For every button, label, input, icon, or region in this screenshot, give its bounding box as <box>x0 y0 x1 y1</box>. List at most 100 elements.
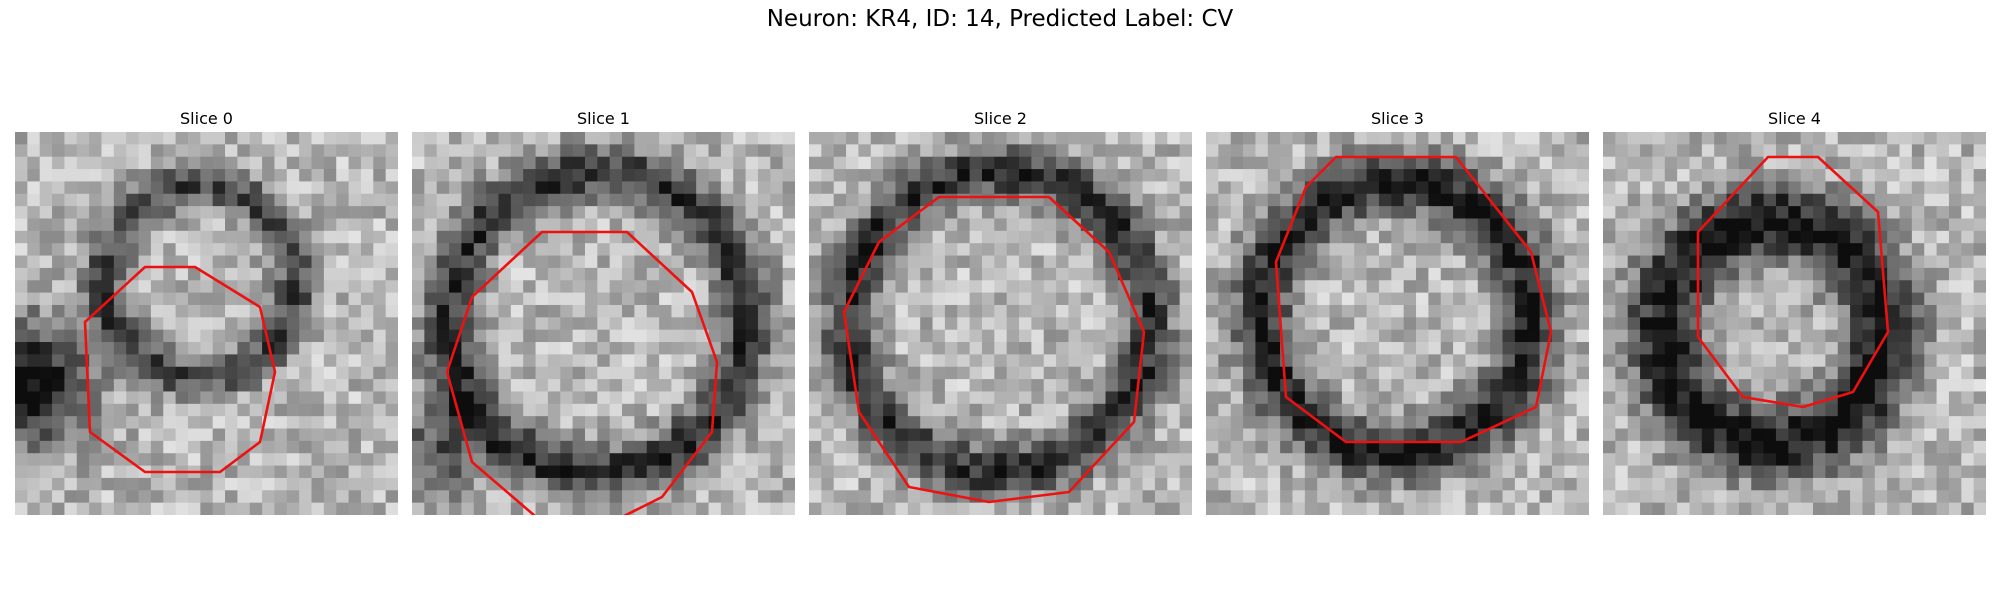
pixel <box>933 293 946 306</box>
pixel <box>821 218 834 231</box>
pixel <box>560 490 573 503</box>
pixel <box>1167 243 1180 256</box>
pixel <box>809 391 822 404</box>
pixel <box>486 317 499 330</box>
pixel <box>1167 453 1180 466</box>
pixel <box>1677 305 1690 318</box>
pixel <box>523 429 536 442</box>
pixel <box>585 441 598 454</box>
pixel <box>474 144 487 157</box>
pixel <box>920 379 933 392</box>
pixel <box>1478 256 1491 269</box>
pixel <box>1801 243 1814 256</box>
pixel <box>373 503 386 515</box>
pixel <box>895 243 908 256</box>
pixel <box>746 169 759 182</box>
pixel <box>237 280 250 293</box>
pixel <box>1143 490 1156 503</box>
pixel <box>1912 391 1925 404</box>
pixel <box>1404 280 1417 293</box>
pixel <box>176 317 189 330</box>
pixel <box>1031 478 1044 491</box>
pixel <box>1776 194 1789 207</box>
pixel <box>1825 293 1838 306</box>
pixel <box>1677 206 1690 219</box>
pixel <box>188 367 201 380</box>
pixel <box>1155 453 1168 466</box>
pixel <box>1900 342 1913 355</box>
pixel <box>139 231 152 244</box>
pixel <box>1540 404 1553 417</box>
pixel <box>1478 231 1491 244</box>
pixel <box>373 354 386 367</box>
pixel <box>1280 256 1293 269</box>
pixel <box>1342 206 1355 219</box>
pixel <box>908 490 921 503</box>
pixel <box>1515 194 1528 207</box>
pixel <box>920 317 933 330</box>
pixel <box>1813 342 1826 355</box>
pixel <box>1044 132 1057 145</box>
pixel <box>1391 144 1404 157</box>
pixel <box>1453 317 1466 330</box>
pixel <box>336 453 349 466</box>
pixel <box>1937 305 1950 318</box>
pixel <box>213 453 226 466</box>
pixel <box>225 354 238 367</box>
pixel <box>548 391 561 404</box>
pixel <box>1503 256 1516 269</box>
pixel <box>126 231 139 244</box>
pixel <box>176 367 189 380</box>
pixel <box>622 256 635 269</box>
pixel <box>821 416 834 429</box>
pixel <box>474 305 487 318</box>
pixel <box>1243 453 1256 466</box>
pixel <box>647 218 660 231</box>
pixel <box>908 429 921 442</box>
pixel <box>486 231 499 244</box>
pixel <box>1503 181 1516 194</box>
pixel <box>89 206 102 219</box>
pixel <box>324 231 337 244</box>
pixel <box>1167 181 1180 194</box>
pixel <box>1788 490 1801 503</box>
pixel <box>1268 206 1281 219</box>
pixel <box>1628 391 1641 404</box>
pixel <box>299 144 312 157</box>
pixel <box>474 132 487 145</box>
pixel <box>287 194 300 207</box>
pixel <box>1268 181 1281 194</box>
pixel <box>449 218 462 231</box>
pixel <box>437 416 450 429</box>
pixel <box>994 280 1007 293</box>
pixel <box>1527 181 1540 194</box>
pixel <box>1056 416 1069 429</box>
pixel <box>424 243 437 256</box>
pixel <box>933 243 946 256</box>
pixel <box>1887 305 1900 318</box>
pixel <box>163 416 176 429</box>
pixel <box>585 132 598 145</box>
pixel <box>647 293 660 306</box>
pixel <box>1961 206 1974 219</box>
pixel <box>1031 330 1044 343</box>
pixel <box>437 317 450 330</box>
pixel <box>437 256 450 269</box>
pixel <box>970 330 983 343</box>
pixel <box>1243 181 1256 194</box>
pixel <box>1206 354 1219 367</box>
pixel <box>733 218 746 231</box>
pixel <box>1912 441 1925 454</box>
pixel <box>1577 231 1589 244</box>
pixel <box>1292 231 1305 244</box>
pixel <box>834 256 847 269</box>
pixel <box>634 391 647 404</box>
pixel <box>1702 404 1715 417</box>
pixel <box>1689 243 1702 256</box>
pixel <box>1118 391 1131 404</box>
pixel <box>188 441 201 454</box>
pixel <box>634 453 647 466</box>
pixel <box>1019 317 1032 330</box>
pixel <box>1280 268 1293 281</box>
pixel <box>1478 206 1491 219</box>
